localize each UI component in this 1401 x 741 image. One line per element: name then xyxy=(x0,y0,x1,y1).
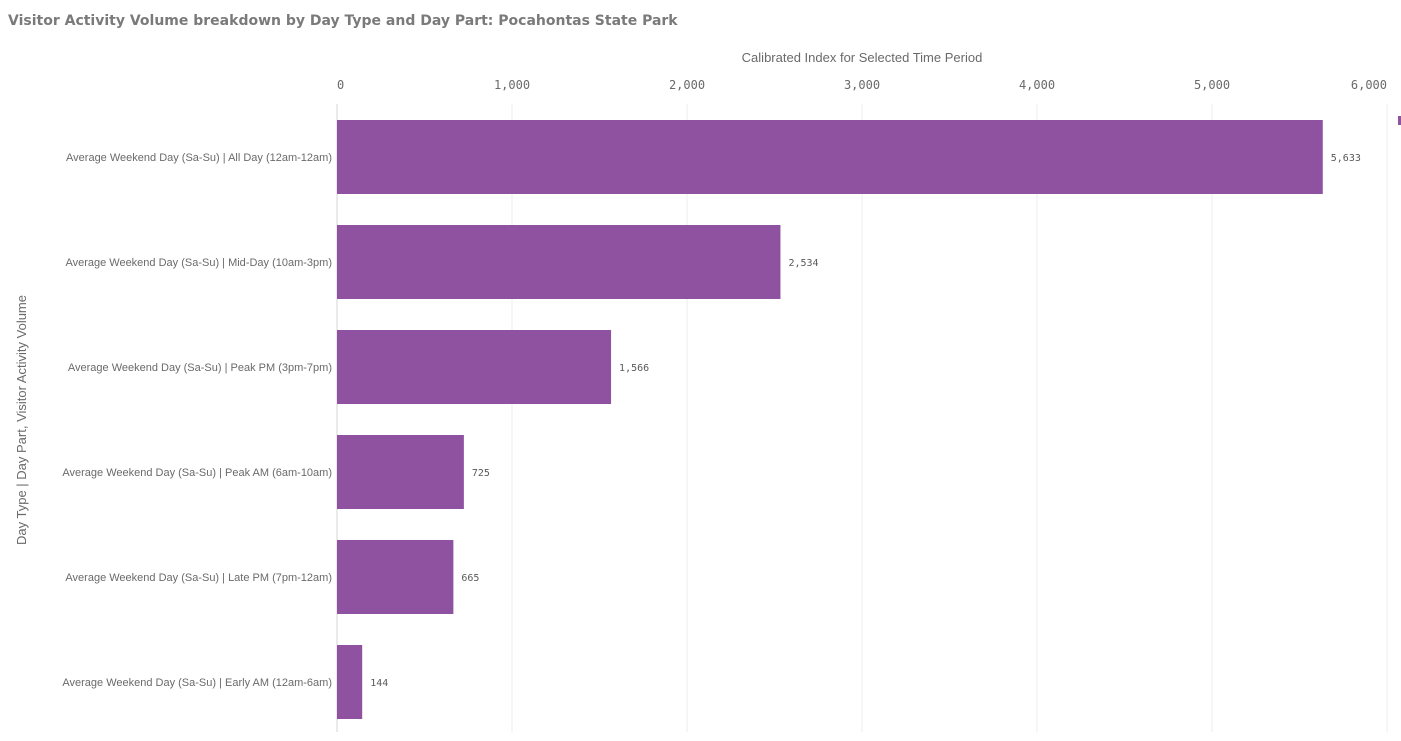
category-label: Average Weekend Day (Sa-Su) | Peak AM (6… xyxy=(62,467,332,479)
category-label: Average Weekend Day (Sa-Su) | Mid-Day (1… xyxy=(65,257,332,269)
data-label: 5,633 xyxy=(1331,153,1361,164)
category-label: Average Weekend Day (Sa-Su) | Peak PM (3… xyxy=(68,362,332,374)
data-label: 1,566 xyxy=(619,363,649,374)
x-tick-label: 5,000 xyxy=(1194,78,1230,92)
gridlines xyxy=(336,104,1388,732)
x-tick-label: 2,000 xyxy=(669,78,705,92)
x-tick-label: 6,000 xyxy=(1351,78,1387,92)
category-labels: Average Weekend Day (Sa-Su) | All Day (1… xyxy=(62,152,332,689)
x-axis-ticks: 0 1,000 2,000 3,000 4,000 5,000 6,000 xyxy=(337,78,1387,92)
bar xyxy=(337,645,363,719)
x-tick-label: 3,000 xyxy=(844,78,880,92)
chart-title: Visitor Activity Volume breakdown by Day… xyxy=(8,13,678,29)
category-label: Average Weekend Day (Sa-Su) | Early AM (… xyxy=(62,677,332,689)
bar xyxy=(337,540,454,614)
x-tick-label: 1,000 xyxy=(494,78,530,92)
data-label: 665 xyxy=(461,573,479,584)
bar xyxy=(337,435,464,509)
bar xyxy=(337,330,612,404)
bars: 5,633 2,534 1,566 725 665 144 xyxy=(337,120,1361,719)
x-tick-label: 0 xyxy=(337,78,344,92)
x-axis-title: Calibrated Index for Selected Time Perio… xyxy=(742,50,983,65)
x-tick-label: 4,000 xyxy=(1019,78,1055,92)
data-label: 144 xyxy=(370,678,388,689)
data-label: 2,534 xyxy=(788,258,818,269)
category-label: Average Weekend Day (Sa-Su) | All Day (1… xyxy=(66,152,332,164)
legend-marker xyxy=(1398,116,1401,125)
data-label: 725 xyxy=(472,468,490,479)
y-axis-title: Day Type | Day Part, Visitor Activity Vo… xyxy=(14,295,29,545)
category-label: Average Weekend Day (Sa-Su) | Late PM (7… xyxy=(65,572,332,584)
bar xyxy=(337,120,1323,194)
bar xyxy=(337,225,781,299)
